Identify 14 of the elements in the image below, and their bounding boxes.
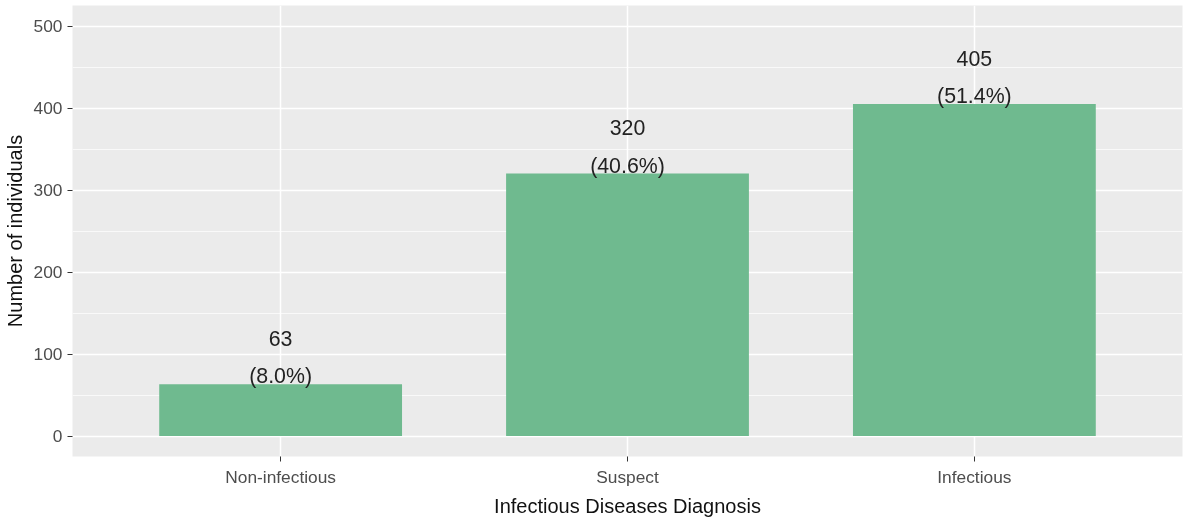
- y-tick-label: 500: [33, 16, 63, 36]
- data-label: 405 (51.4%): [937, 46, 1012, 108]
- y-axis-title: Number of individuals: [3, 134, 26, 328]
- x-axis-title: Infectious Diseases Diagnosis: [494, 494, 761, 517]
- y-tick-label: 400: [33, 98, 63, 118]
- y-tick-label: 100: [33, 344, 63, 364]
- y-tick-label: 300: [33, 180, 63, 200]
- data-label: 63 (8.0%): [249, 327, 313, 389]
- y-tick-label: 0: [52, 426, 63, 446]
- x-tick-label: Non-infectious: [225, 466, 337, 487]
- data-label: 320 (40.6%): [590, 116, 665, 178]
- y-tick-label: 200: [33, 262, 63, 282]
- x-tick-label: Infectious: [937, 466, 1012, 487]
- x-tick-label: Suspect: [596, 466, 659, 487]
